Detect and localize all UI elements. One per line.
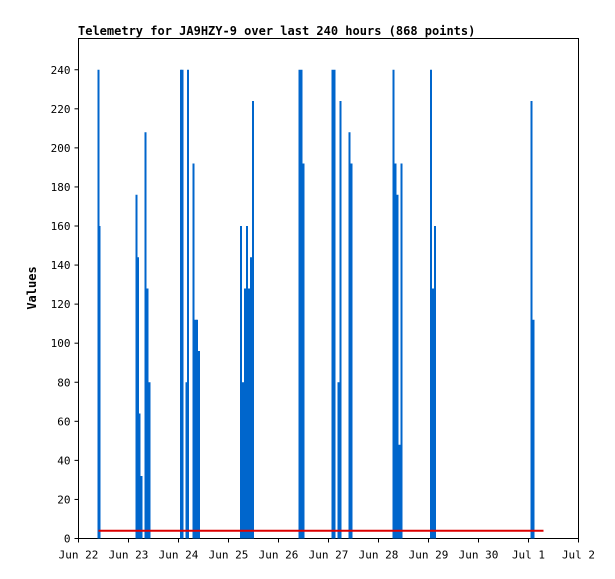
bars-layer bbox=[97, 69, 535, 539]
data-bar bbox=[302, 163, 305, 539]
x-axis: Jun 22 Jun 23 Jun 24 Jun 25 Jun 26 Jun 27 Jun … bbox=[59, 538, 595, 562]
data-bar bbox=[181, 69, 184, 539]
x-tick-label: Jun 24 bbox=[159, 549, 199, 562]
y-axis-label: Values bbox=[25, 266, 39, 309]
y-tick-label: 140 bbox=[51, 259, 71, 272]
data-bar bbox=[198, 351, 200, 539]
data-bar bbox=[187, 69, 189, 539]
data-bar bbox=[137, 257, 139, 539]
data-bar bbox=[339, 101, 342, 539]
data-bar bbox=[298, 69, 301, 539]
y-tick-label: 40 bbox=[57, 454, 70, 467]
data-bar bbox=[185, 382, 188, 539]
data-bar bbox=[144, 132, 147, 539]
y-axis: 0 20 40 60 80 100 120 140 160 180 200 220 240 bbox=[51, 64, 79, 546]
data-bar bbox=[434, 226, 436, 539]
data-bar bbox=[196, 319, 198, 539]
y-tick-label: 220 bbox=[51, 103, 71, 116]
data-bar bbox=[140, 476, 143, 539]
data-bar bbox=[400, 163, 403, 539]
x-tick-label: Jun 25 bbox=[209, 549, 249, 562]
data-bar bbox=[432, 288, 434, 539]
x-tick-label: Jun 22 bbox=[59, 549, 99, 562]
data-bar bbox=[192, 163, 195, 539]
data-bar bbox=[300, 69, 303, 539]
x-tick-label: Jul 2 bbox=[562, 549, 595, 562]
y-tick-label: 80 bbox=[57, 376, 70, 389]
x-tick-label: Jun 26 bbox=[259, 549, 299, 562]
y-tick-label: 180 bbox=[51, 181, 71, 194]
data-bar bbox=[135, 194, 138, 539]
data-bar bbox=[138, 413, 141, 539]
data-bar bbox=[240, 226, 242, 539]
chart-title: Telemetry for JA9HZY-9 over last 240 hou… bbox=[78, 24, 475, 38]
data-bar bbox=[246, 226, 248, 539]
x-tick-label: Jun 29 bbox=[409, 549, 449, 562]
data-bar bbox=[146, 288, 149, 539]
data-bar bbox=[333, 69, 336, 539]
data-bar bbox=[180, 69, 182, 539]
data-bar bbox=[398, 444, 401, 539]
x-tick-label: Jun 30 bbox=[459, 549, 499, 562]
data-bar bbox=[252, 101, 254, 539]
data-bar bbox=[394, 163, 397, 539]
y-tick-label: 0 bbox=[64, 533, 71, 546]
data-bar bbox=[244, 288, 246, 539]
data-bar bbox=[350, 163, 353, 539]
x-tick-label: Jun 28 bbox=[359, 549, 399, 562]
x-tick-label: Jun 23 bbox=[109, 549, 149, 562]
y-tick-label: 100 bbox=[51, 337, 71, 350]
y-tick-label: 20 bbox=[57, 493, 70, 506]
y-tick-label: 200 bbox=[51, 142, 71, 155]
plot-area bbox=[78, 38, 579, 539]
y-tick-label: 120 bbox=[51, 298, 71, 311]
data-bar bbox=[532, 319, 535, 539]
y-tick-label: 60 bbox=[57, 415, 70, 428]
data-bar bbox=[248, 288, 250, 539]
data-bar bbox=[530, 101, 533, 539]
data-bar bbox=[348, 132, 351, 539]
data-bar bbox=[194, 319, 197, 539]
data-bar bbox=[392, 69, 395, 539]
data-bar bbox=[331, 69, 334, 539]
y-tick-label: 160 bbox=[51, 220, 71, 233]
data-bar bbox=[242, 382, 244, 539]
data-bar bbox=[250, 257, 252, 539]
data-bar bbox=[98, 226, 101, 539]
data-bar bbox=[430, 69, 432, 539]
y-tick-label: 240 bbox=[51, 64, 71, 77]
data-bar bbox=[396, 194, 399, 539]
data-bar bbox=[337, 382, 340, 539]
x-tick-label: Jul 1 bbox=[512, 549, 545, 562]
data-bar bbox=[148, 382, 151, 539]
x-tick-label: Jun 27 bbox=[309, 549, 349, 562]
